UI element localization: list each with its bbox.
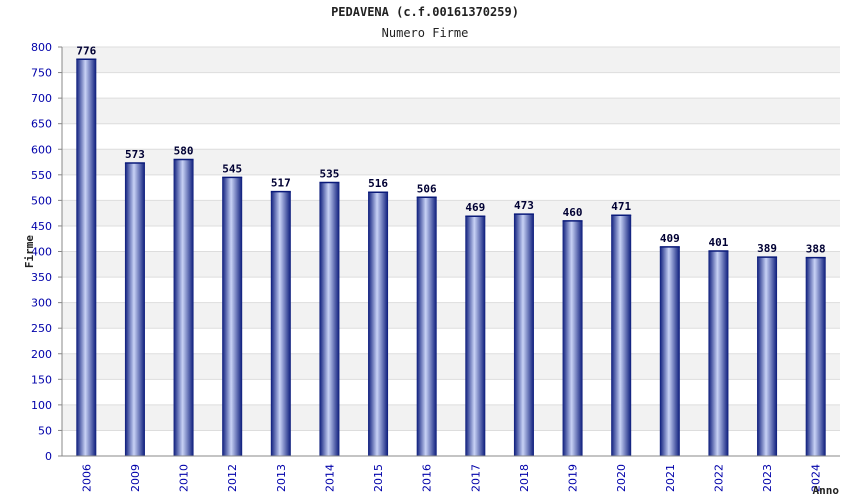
y-tick-label: 650	[31, 118, 52, 131]
y-tick-label: 550	[31, 169, 52, 182]
y-axis-ticks: 0 50 100 150 200 250 300 350 400 450 500 550 600 650 7…	[31, 41, 62, 463]
x-tick-label-2006: 2006	[80, 464, 93, 492]
chart-title: PEDAVENA (c.f.00161370259)	[331, 5, 519, 19]
x-tick-label-2023: 2023	[761, 464, 774, 492]
y-tick-label: 750	[31, 67, 52, 80]
x-tick-label-2020: 2020	[615, 464, 628, 492]
bar-2024	[805, 257, 826, 456]
data-label-2022: 401	[709, 236, 729, 249]
x-axis-ticks: 2006 2009 2010 2012 2013 2014 2015 2016 2017 2018…	[80, 464, 822, 492]
y-tick-label: 400	[31, 246, 52, 259]
bar-2016	[416, 197, 437, 456]
bar-2017	[465, 216, 486, 456]
y-tick-label: 100	[31, 399, 52, 412]
data-label-2020: 471	[611, 200, 631, 213]
data-label-2013: 517	[271, 177, 291, 190]
x-tick-label-2018: 2018	[518, 464, 531, 492]
y-tick-label: 0	[45, 450, 52, 463]
data-label-2017: 469	[465, 201, 485, 214]
data-label-2018: 473	[514, 199, 534, 212]
y-tick-label: 300	[31, 297, 52, 310]
y-tick-label: 150	[31, 373, 52, 386]
bar-2010	[173, 159, 194, 456]
data-label-2009: 573	[125, 148, 145, 161]
data-label-2015: 516	[368, 177, 388, 190]
bar-2012	[222, 177, 243, 456]
x-tick-label-2016: 2016	[421, 464, 434, 492]
bar-2018	[513, 214, 534, 456]
x-tick-label-2009: 2009	[129, 464, 142, 492]
x-tick-label-2019: 2019	[567, 464, 580, 492]
y-tick-label: 600	[31, 143, 52, 156]
bar-2019	[562, 220, 583, 456]
data-label-2023: 389	[757, 242, 777, 255]
data-label-2014: 535	[320, 167, 340, 180]
bar-2013	[270, 191, 291, 456]
x-axis-title: Anno	[813, 484, 840, 497]
y-tick-label: 450	[31, 220, 52, 233]
x-tick-label-2017: 2017	[469, 464, 482, 492]
data-label-2016: 506	[417, 182, 437, 195]
data-label-2012: 545	[222, 162, 242, 175]
data-label-2010: 580	[174, 144, 194, 157]
x-tick-label-2024: 2024	[810, 464, 823, 492]
y-tick-label: 700	[31, 92, 52, 105]
bar-2014	[319, 182, 340, 456]
y-axis-title: Firme	[23, 235, 36, 268]
y-tick-label: 350	[31, 271, 52, 284]
x-tick-label-2013: 2013	[275, 464, 288, 492]
x-tick-label-2010: 2010	[178, 464, 191, 492]
grid-band	[62, 98, 840, 124]
x-tick-label-2014: 2014	[323, 464, 336, 492]
bar-2022	[708, 250, 729, 456]
data-label-2021: 409	[660, 232, 680, 245]
data-label-2006: 776	[76, 44, 96, 57]
bar-2023	[757, 257, 778, 456]
bar-2015	[368, 192, 389, 456]
bar-2009	[124, 163, 145, 456]
data-label-2019: 460	[563, 206, 583, 219]
y-tick-label: 50	[38, 424, 52, 437]
y-tick-label: 250	[31, 322, 52, 335]
x-tick-label-2015: 2015	[372, 464, 385, 492]
x-tick-label-2021: 2021	[664, 464, 677, 492]
bar-2020	[611, 215, 632, 456]
chart-subtitle: Numero Firme	[381, 26, 469, 40]
data-label-2024: 388	[806, 243, 826, 256]
bar-2021	[659, 246, 680, 456]
data-labels: 776 573 580 545 517 535 516 506 469 473 460 471 409 4…	[76, 44, 825, 255]
x-tick-label-2022: 2022	[712, 464, 725, 492]
x-tick-label-2012: 2012	[226, 464, 239, 492]
y-tick-label: 800	[31, 41, 52, 54]
y-tick-label: 500	[31, 194, 52, 207]
y-tick-label: 200	[31, 348, 52, 361]
bars	[76, 58, 826, 457]
bar-2006	[76, 59, 97, 457]
grid-band	[62, 47, 840, 73]
